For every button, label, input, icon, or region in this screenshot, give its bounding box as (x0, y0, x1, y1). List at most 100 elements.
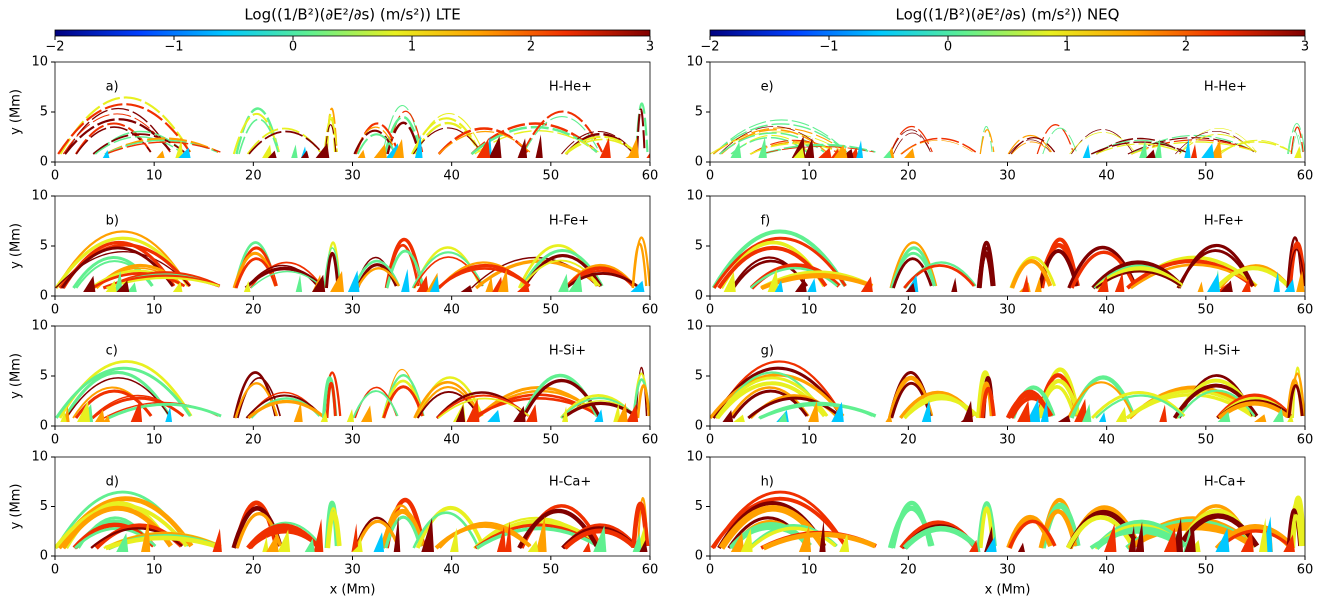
annotation: H-Ca+ (1204, 475, 1246, 490)
structure (392, 139, 404, 158)
structure (517, 138, 528, 158)
structure (1287, 414, 1294, 422)
structure (1217, 411, 1231, 422)
colorbar-tick-label: 3 (1301, 40, 1309, 55)
structure (1067, 381, 1135, 419)
structure (116, 280, 130, 292)
structure (626, 404, 639, 422)
x-tick-label: 30 (999, 433, 1016, 448)
structure (1011, 141, 1051, 155)
structure (903, 264, 976, 289)
structure (105, 141, 221, 155)
structure (722, 410, 734, 422)
structure (1082, 144, 1091, 158)
structure (1095, 143, 1181, 155)
x-tick-label: 20 (900, 169, 917, 184)
structure (1097, 275, 1109, 292)
structure (627, 137, 639, 158)
structure (1184, 525, 1196, 552)
structure (1286, 236, 1304, 289)
structure (1008, 519, 1057, 549)
x-tick-label: 50 (543, 303, 560, 318)
structure (1069, 375, 1136, 419)
y-tick-label: 10 (686, 319, 703, 334)
structure (312, 274, 326, 292)
structure (1007, 135, 1052, 155)
structure (513, 405, 526, 422)
structure (1220, 280, 1233, 292)
x-tick-label: 30 (344, 303, 361, 318)
structure (1037, 384, 1077, 419)
structure (1128, 525, 1136, 552)
panel-label: g) (761, 344, 774, 359)
structure (1215, 527, 1230, 552)
structure (346, 409, 355, 422)
heatmap-image (55, 360, 650, 422)
structure (1159, 404, 1167, 422)
structure (719, 126, 827, 155)
structure (794, 278, 807, 292)
y-tick-label: 0 (40, 289, 48, 304)
structure (1008, 139, 1051, 155)
structure (921, 400, 932, 422)
structure (416, 275, 429, 292)
structure (951, 277, 958, 292)
structure (1017, 542, 1025, 552)
structure (558, 273, 569, 292)
heatmap-image (710, 360, 1305, 422)
x-tick-label: 50 (543, 433, 560, 448)
x-tick-label: 20 (900, 433, 917, 448)
colorbar-tick-label: 1 (408, 40, 416, 55)
structure (713, 119, 848, 155)
x-axis-label: x (Mm) (985, 583, 1031, 598)
structure (599, 137, 611, 158)
structure (393, 516, 401, 552)
structure (83, 275, 96, 292)
x-tick-label: 10 (801, 433, 818, 448)
y-tick-label: 0 (40, 549, 48, 564)
structure (889, 241, 938, 289)
x-tick-label: 10 (146, 433, 163, 448)
structure (740, 528, 753, 552)
structure (568, 274, 583, 292)
heatmap-image (57, 96, 650, 158)
structure (116, 532, 129, 552)
structure (730, 532, 745, 552)
structure (969, 539, 979, 552)
structure (434, 523, 532, 550)
structure (749, 267, 838, 289)
y-tick-label: 5 (695, 499, 703, 514)
structure (130, 399, 143, 422)
x-tick-label: 60 (642, 303, 659, 318)
x-tick-label: 50 (543, 563, 560, 578)
structure (758, 402, 877, 420)
structure (1176, 513, 1260, 550)
structure (63, 370, 171, 419)
structure (95, 409, 105, 422)
structure (747, 396, 841, 420)
structure (1114, 272, 1125, 292)
structure (325, 511, 342, 549)
structure (103, 414, 110, 422)
x-tick-label: 0 (706, 433, 714, 448)
structure (593, 525, 607, 552)
structure (351, 544, 362, 552)
structure (1040, 400, 1049, 422)
structure (1286, 248, 1305, 289)
structure (1082, 403, 1092, 422)
structure (631, 242, 648, 289)
structure (373, 532, 385, 552)
structure (485, 276, 494, 292)
structure (1154, 139, 1162, 158)
structure (646, 152, 650, 158)
colorbar-tick-label: 2 (1182, 40, 1190, 55)
x-tick-label: 30 (999, 563, 1016, 578)
colorbar-tick-label: −1 (164, 40, 183, 55)
structure (429, 275, 440, 292)
structure (421, 518, 434, 552)
x-tick-label: 50 (1198, 303, 1215, 318)
structure (1010, 137, 1056, 155)
x-tick-label: 0 (51, 303, 59, 318)
y-tick-label: 10 (31, 450, 48, 465)
structure (178, 147, 191, 158)
